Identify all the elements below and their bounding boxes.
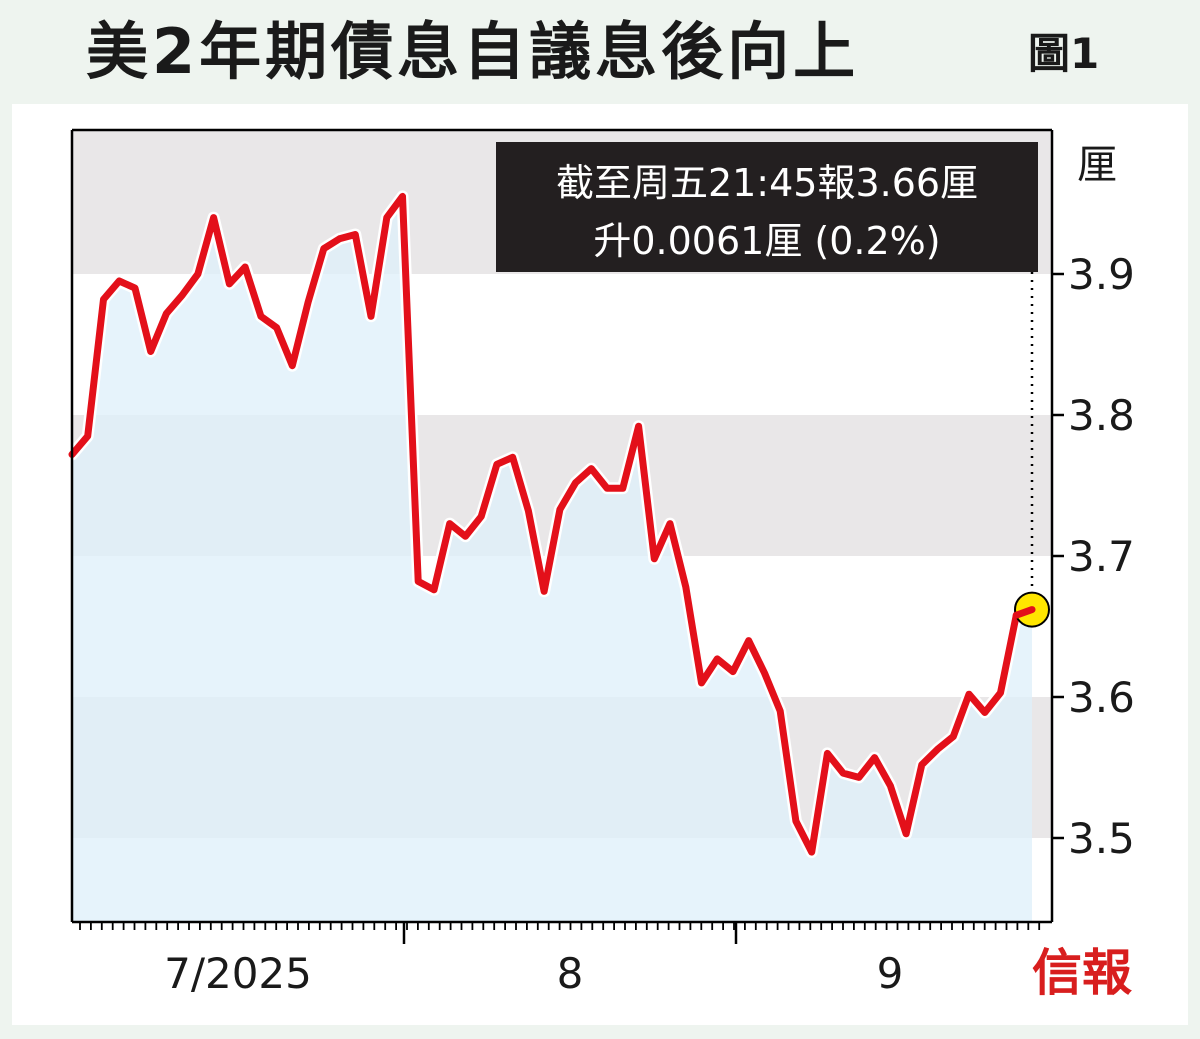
y-tick-label: 3.9 [1068, 250, 1135, 299]
annotation-line2: 升0.0061厘 (0.2%) [593, 219, 940, 263]
last-value-marker-stroke [1012, 606, 1036, 619]
chart-title: 美2年期債息自議息後向上 [86, 15, 860, 88]
x-ticks: 7/2025 8 9 [79, 922, 1041, 998]
y-tick-label: 3.5 [1068, 814, 1135, 863]
x-tick-label: 7/2025 [164, 949, 312, 998]
figure-label: 圖1 [1028, 29, 1100, 78]
x-tick-label: 8 [557, 949, 584, 998]
annotation-box: 截至周五21:45報3.66厘 升0.0061厘 (0.2%) [496, 142, 1038, 272]
y-ticks: 3.5 3.6 3.7 3.8 3.9 [1052, 250, 1135, 863]
series-line [68, 192, 1036, 856]
y-unit-label: 厘 [1077, 142, 1117, 188]
y-tick-label: 3.7 [1068, 532, 1135, 581]
annotation-line1: 截至周五21:45報3.66厘 [556, 161, 978, 205]
x-tick-label: 9 [877, 949, 904, 998]
y-tick-label: 3.6 [1068, 673, 1135, 722]
axes [70, 128, 1054, 924]
source-logo: 信報 [1032, 943, 1132, 1002]
y-tick-label: 3.8 [1068, 391, 1135, 440]
